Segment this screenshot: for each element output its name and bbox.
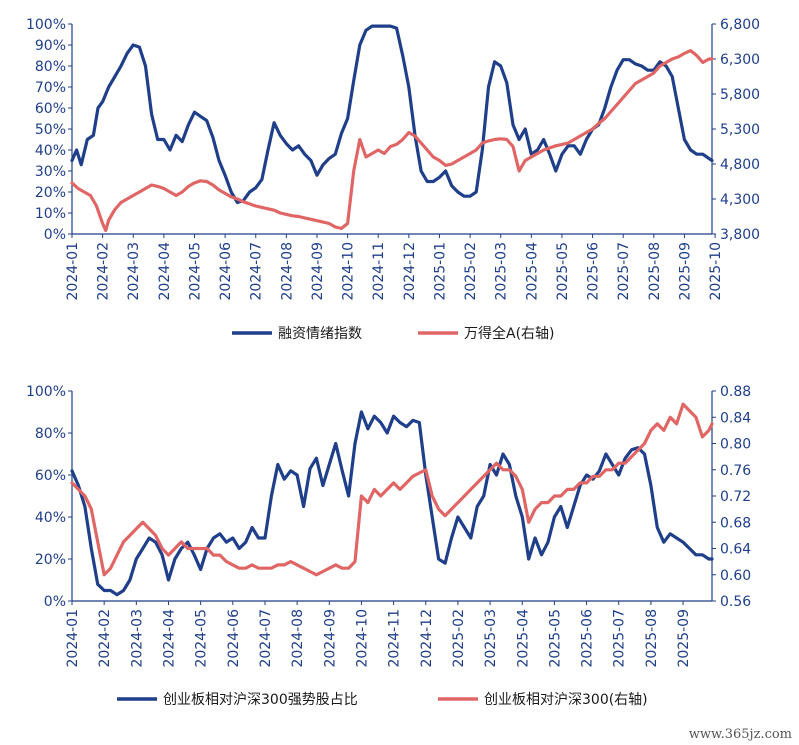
- left-tick-label: 100%: [26, 17, 66, 33]
- x-tick-label: 2024-08: [290, 609, 306, 668]
- left-tick-label: 80%: [35, 59, 66, 75]
- right-tick-label: 4,800: [720, 157, 760, 173]
- x-tick-label: 2025-04: [515, 609, 531, 668]
- x-tick-label: 2025-02: [463, 242, 479, 301]
- x-tick-label: 2025-09: [676, 609, 692, 668]
- x-tick-label: 2025-07: [616, 242, 632, 301]
- x-tick-label: 2024-03: [129, 609, 145, 668]
- series-line-left: [70, 410, 714, 597]
- left-tick-label: 10%: [35, 206, 66, 222]
- series-line-right: [70, 402, 714, 577]
- x-tick-label: 2024-02: [96, 242, 112, 301]
- right-tick-label: 0.76: [720, 463, 751, 479]
- left-tick-label: 30%: [35, 164, 66, 180]
- left-tick-label: 50%: [35, 122, 66, 138]
- x-tick-label: 2025-08: [644, 609, 660, 668]
- x-tick-label: 2024-04: [157, 242, 173, 301]
- right-tick-label: 6,800: [720, 17, 760, 33]
- left-tick-label: 60%: [35, 101, 66, 117]
- series-line-left: [70, 24, 714, 205]
- x-tick-label: 2025-06: [586, 242, 602, 301]
- left-tick-label: 0%: [44, 594, 66, 610]
- left-tick-label: 20%: [35, 552, 66, 568]
- x-tick-label: 2024-09: [310, 242, 326, 301]
- x-tick-label: 2025-03: [483, 609, 499, 668]
- x-tick-label: 2024-05: [194, 609, 210, 668]
- right-tick-label: 0.72: [720, 489, 751, 505]
- left-tick-label: 60%: [35, 468, 66, 484]
- right-tick-label: 0.80: [720, 437, 751, 453]
- x-tick-label: 2024-02: [97, 609, 113, 668]
- x-tick-label: 2025-03: [494, 242, 510, 301]
- right-tick-label: 0.88: [720, 384, 751, 400]
- financing-sentiment-chart: 0% 10% 20% 30% 40% 50% 60% 70% 80% 90% 100% 3,800 4,…: [26, 17, 760, 342]
- left-tick-label: 40%: [35, 510, 66, 526]
- series-line-right: [70, 49, 714, 233]
- left-tick-label: 80%: [35, 426, 66, 442]
- x-tick-label: 2025-07: [612, 609, 628, 668]
- right-tick-label: 0.84: [720, 410, 751, 426]
- right-tick-label: 0.68: [720, 515, 751, 531]
- x-tick-label: 2024-09: [322, 609, 338, 668]
- right-tick-label: 6,300: [720, 52, 760, 68]
- x-tick-label: 2024-08: [279, 242, 295, 301]
- x-tick-label: 2024-04: [161, 609, 177, 668]
- right-tick-label: 0.64: [720, 542, 751, 558]
- x-tick-label: 2024-01: [65, 609, 81, 668]
- x-tick-label: 2024-03: [126, 242, 142, 301]
- x-tick-label: 2025-01: [432, 242, 448, 301]
- x-tick-label: 2025-06: [580, 609, 596, 668]
- x-tick-label: 2024-07: [249, 242, 265, 301]
- x-tick-label: 2025-05: [547, 609, 563, 668]
- right-tick-label: 5,800: [720, 87, 760, 103]
- left-tick-label: 40%: [35, 143, 66, 159]
- x-tick-label: 2024-05: [187, 242, 203, 301]
- right-tick-label: 4,300: [720, 192, 760, 208]
- chinext-strength-chart: 0% 20% 40% 60% 80% 100% 0.56 0.60 0.64 0.68 0.72 0.…: [26, 384, 751, 708]
- legend-label: 创业板相对沪深300(右轴): [484, 692, 648, 708]
- x-tick-label: 2024-12: [419, 609, 435, 668]
- x-tick-label: 2025-09: [677, 242, 693, 301]
- left-tick-label: 90%: [35, 38, 66, 54]
- legend-label: 融资情绪指数: [278, 326, 362, 342]
- right-tick-label: 0.60: [720, 568, 751, 584]
- x-tick-label: 2024-11: [387, 609, 403, 668]
- x-tick-label: 2024-07: [258, 609, 274, 668]
- x-tick-label: 2024-06: [226, 609, 242, 668]
- x-tick-label: 2025-02: [451, 609, 467, 668]
- left-tick-label: 0%: [44, 227, 66, 243]
- x-tick-label: 2024-12: [402, 242, 418, 301]
- x-tick-label: 2024-01: [65, 242, 81, 301]
- x-tick-label: 2025-05: [555, 242, 571, 301]
- x-tick-label: 2025-04: [524, 242, 540, 301]
- right-tick-label: 5,300: [720, 122, 760, 138]
- x-tick-label: 2024-06: [218, 242, 234, 301]
- left-tick-label: 100%: [26, 384, 66, 400]
- legend-label: 万得全A(右轴): [464, 325, 555, 342]
- x-tick-label: 2025-08: [647, 242, 663, 301]
- watermark: www.365jz.com: [689, 727, 792, 742]
- right-tick-label: 3,800: [720, 227, 760, 243]
- left-tick-label: 20%: [35, 185, 66, 201]
- x-tick-label: 2025-10: [708, 242, 724, 301]
- left-tick-label: 70%: [35, 80, 66, 96]
- x-tick-label: 2024-10: [341, 242, 357, 301]
- right-tick-label: 0.56: [720, 594, 751, 610]
- legend-label: 创业板相对沪深300强势股占比: [163, 692, 358, 708]
- x-tick-label: 2024-11: [371, 242, 387, 301]
- x-tick-label: 2024-10: [354, 609, 370, 668]
